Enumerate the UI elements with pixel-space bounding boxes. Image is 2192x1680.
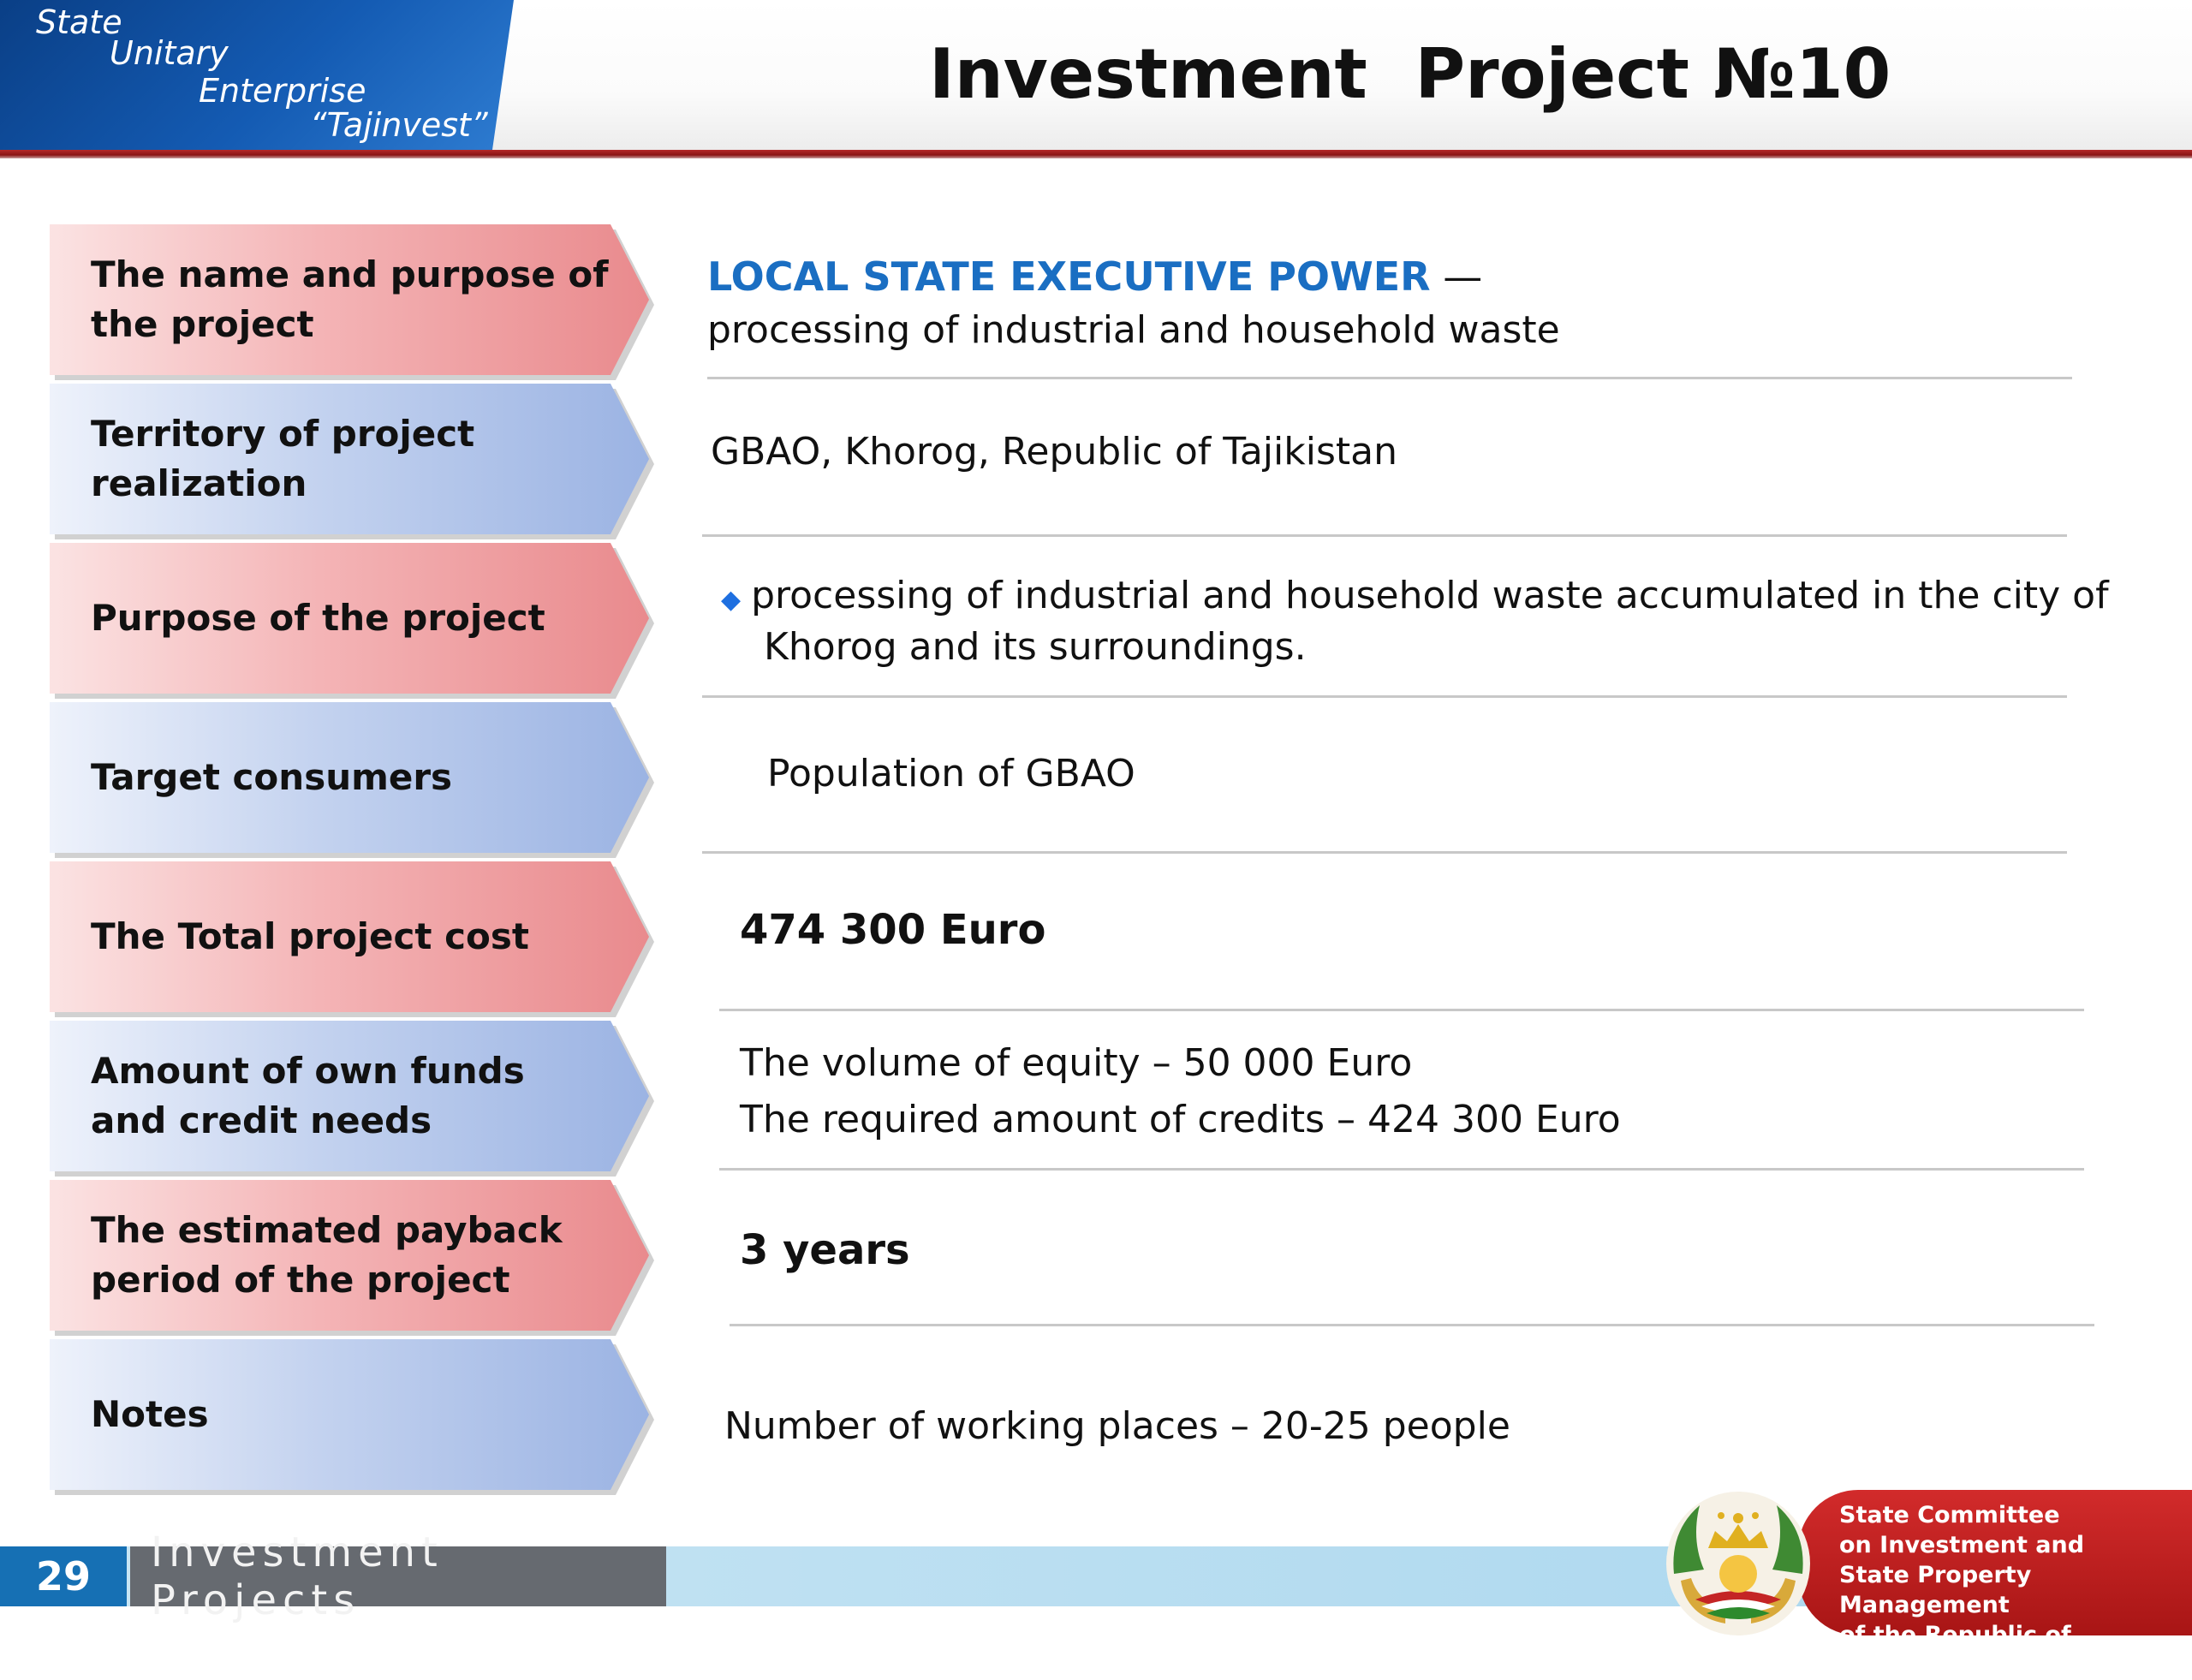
value-total-cost: 474 300 Euro (740, 906, 1046, 954)
separator (719, 1168, 2084, 1171)
page-number: 29 (0, 1546, 127, 1606)
bullet-diamond-icon: ◆ (721, 585, 742, 615)
label-notes: Notes (50, 1339, 649, 1490)
value-target-consumers: Population of GBAO (767, 752, 1135, 795)
separator (702, 851, 2067, 854)
value-purpose-line-1: ◆ processing of industrial and household … (721, 574, 2109, 617)
header-rule (0, 150, 2192, 158)
org-name-line-1: State (36, 3, 122, 41)
org-name-line-3: Enterprise (199, 72, 366, 110)
label-text: Territory of project realization (91, 413, 475, 504)
org-name-line-2: Unitary (110, 34, 229, 72)
label-text: Amount of own funds and credit needs (91, 1050, 525, 1141)
value-territory: GBAO, Khorog, Republic of Tajikistan (711, 430, 1397, 474)
separator (702, 695, 2067, 698)
state-emblem-icon (1666, 1492, 1810, 1635)
org-name-line-4: “Tajinvest” (310, 106, 488, 144)
label-text: The Total project cost (91, 915, 529, 957)
label-text: Purpose of the project (91, 597, 545, 639)
committee-badge (1798, 1490, 2192, 1635)
committee-name: State Committee on Investment and State … (1839, 1502, 2085, 1678)
value-credits: The required amount of credits – 424 300… (740, 1098, 1621, 1141)
value-notes: Number of working places – 20-25 people (724, 1404, 1510, 1448)
label-funds-credit: Amount of own funds and credit needs (50, 1021, 649, 1171)
separator (707, 377, 2072, 379)
page-title: Investment Project №10 (929, 34, 1891, 114)
value-name-title: LOCAL STATE EXECUTIVE POWER — (707, 253, 1482, 300)
value-name-dash: — (1430, 253, 1483, 300)
value-purpose-line-2: Khorog and its surroundings. (764, 625, 1307, 669)
label-territory: Territory of project realization (50, 384, 649, 534)
label-target-consumers: Target consumers (50, 702, 649, 853)
footer-section-label: Investment Projects (130, 1528, 666, 1624)
label-text: Notes (91, 1393, 209, 1435)
label-purpose: Purpose of the project (50, 543, 649, 694)
separator (730, 1324, 2094, 1326)
label-text: The estimated payback period of the proj… (91, 1209, 563, 1301)
value-name-description: processing of industrial and household w… (707, 308, 1560, 352)
separator (702, 534, 2067, 537)
value-name-highlight: LOCAL STATE EXECUTIVE POWER (707, 253, 1431, 300)
separator (719, 1009, 2084, 1011)
value-purpose-text-1: processing of industrial and household w… (751, 574, 2109, 617)
org-logo-block: State Unitary Enterprise “Tajinvest” (0, 0, 514, 150)
value-payback: 3 years (740, 1226, 910, 1274)
value-equity: The volume of equity – 50 000 Euro (740, 1041, 1413, 1085)
label-text: Target consumers (91, 756, 453, 798)
label-total-cost: The Total project cost (50, 861, 649, 1012)
label-text: The name and purpose of the project (91, 253, 609, 345)
label-payback: The estimated payback period of the proj… (50, 1180, 649, 1331)
label-name-purpose: The name and purpose of the project (50, 224, 649, 375)
